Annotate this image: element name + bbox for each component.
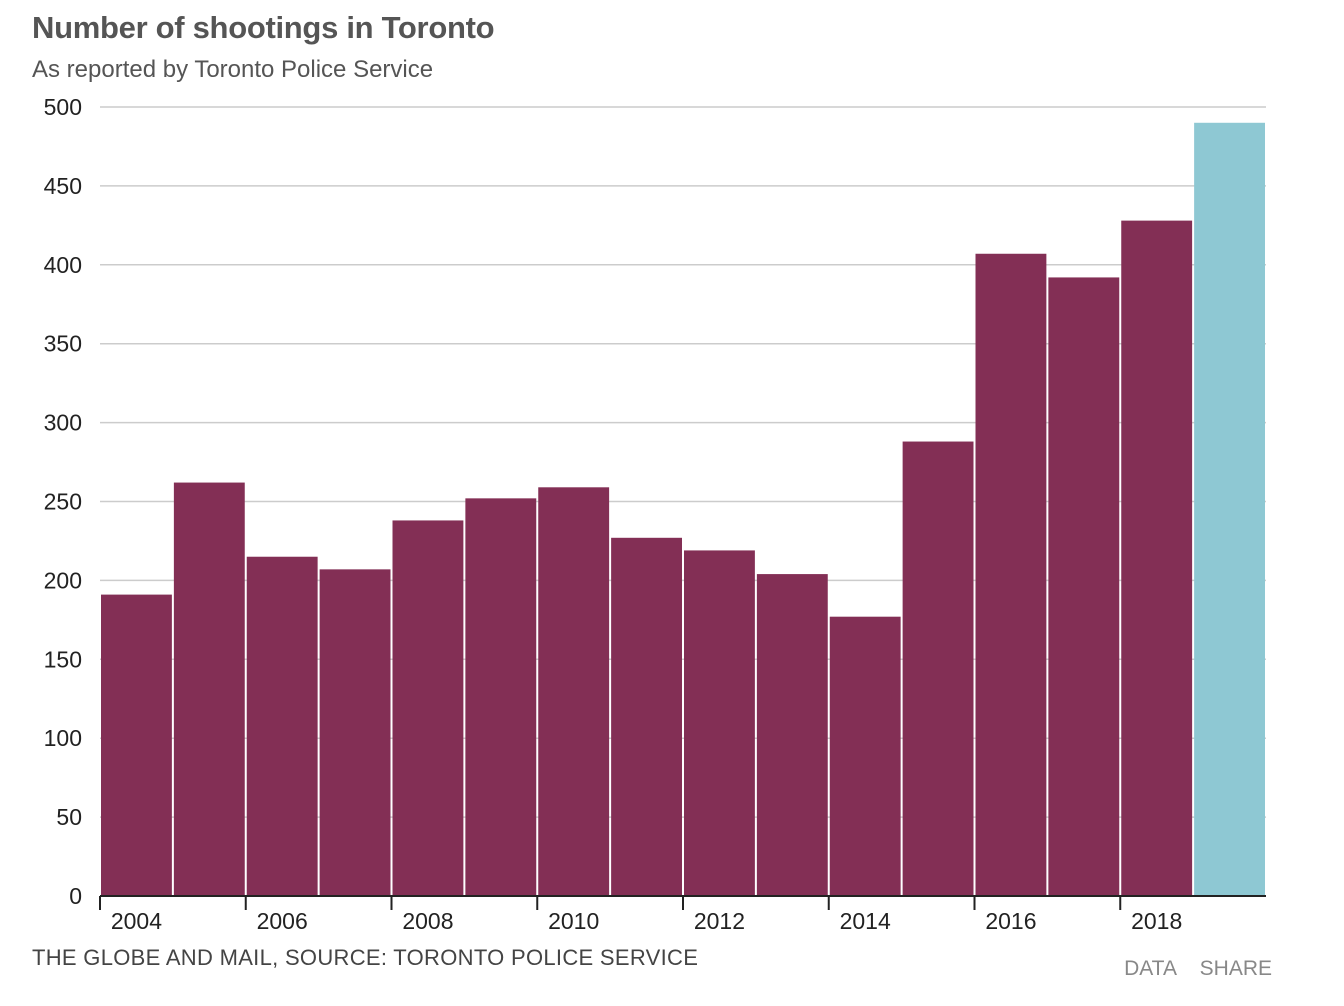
x-tick-label: 2016 <box>985 908 1036 934</box>
x-tick-label: 2018 <box>1131 908 1182 934</box>
source-note: THE GLOBE AND MAIL, SOURCE: TORONTO POLI… <box>32 945 699 970</box>
bar-2005[interactable] <box>173 482 245 896</box>
data-link[interactable]: DATA <box>1124 957 1176 980</box>
y-tick-label: 500 <box>44 94 82 120</box>
footer-links: DATA SHARE <box>1106 957 1272 981</box>
x-tick-label: 2014 <box>840 908 891 934</box>
y-tick-label: 200 <box>44 567 82 593</box>
x-tick-label: 2004 <box>111 908 162 934</box>
bar-2016[interactable] <box>975 253 1047 896</box>
y-tick-label: 150 <box>44 646 82 672</box>
bar-2004[interactable] <box>101 594 172 896</box>
x-tick-label: 2008 <box>402 908 453 934</box>
x-tick-label: 2006 <box>257 908 308 934</box>
share-link[interactable]: SHARE <box>1199 957 1272 980</box>
bar-2014[interactable] <box>829 616 901 896</box>
y-tick-label: 0 <box>69 883 82 909</box>
y-tick-label: 300 <box>44 410 82 436</box>
y-tick-label: 450 <box>44 173 82 199</box>
y-tick-label: 50 <box>56 804 82 830</box>
x-tick-label: 2012 <box>694 908 745 934</box>
bar-2006[interactable] <box>246 556 318 896</box>
bar-2019[interactable] <box>1194 122 1265 896</box>
y-tick-label: 100 <box>44 725 82 751</box>
bar-2011[interactable] <box>611 537 682 896</box>
y-tick-label: 350 <box>44 331 82 357</box>
bar-2007[interactable] <box>319 569 391 896</box>
bar-2017[interactable] <box>1048 277 1120 896</box>
bar-2015[interactable] <box>902 441 974 896</box>
chart-subtitle: As reported by Toronto Police Service <box>32 56 434 83</box>
y-axis-labels: 0 50 100 150 200 250 300 350 400 450 500 <box>44 94 82 909</box>
bar-2013[interactable] <box>756 574 828 896</box>
bar-2009[interactable] <box>465 498 537 896</box>
x-axis-labels: 2004 2006 2008 2010 2012 2014 2016 2018 <box>111 908 1182 934</box>
chart-title: Number of shootings in Toronto <box>32 10 495 45</box>
y-tick-label: 400 <box>44 252 82 278</box>
bar-2018[interactable] <box>1121 220 1193 897</box>
y-tick-label: 250 <box>44 489 82 515</box>
x-tick-label: 2010 <box>548 908 599 934</box>
bars <box>101 122 1265 897</box>
x-axis <box>99 895 1266 910</box>
bar-2008[interactable] <box>392 520 464 896</box>
bar-2012[interactable] <box>684 550 755 896</box>
bar-2010[interactable] <box>538 487 610 896</box>
